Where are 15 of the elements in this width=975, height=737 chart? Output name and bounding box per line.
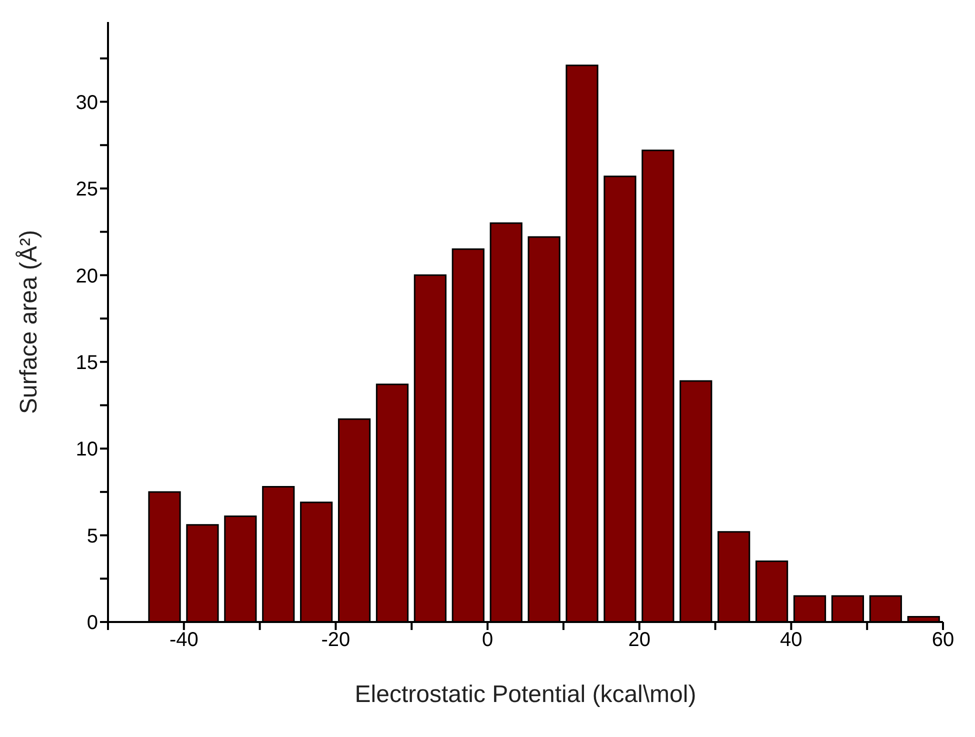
y-tick-label: 30 [76,92,98,114]
x-tick-label: -40 [169,629,198,652]
y-tick-label: 25 [76,178,98,201]
y-tick-label: 0 [86,612,98,634]
x-tick-label: 20 [628,629,650,652]
x-tick-label: 40 [780,629,802,652]
x-axis-title: Electrostatic Potential (kcal\mol) [354,681,696,708]
x-tick-label: 60 [932,629,954,652]
y-tick-label: 10 [76,438,98,461]
x-tick-label: -20 [321,629,350,652]
y-tick-label: 20 [76,265,98,288]
y-tick-label: 5 [86,525,98,548]
x-tick-label: 0 [482,629,494,652]
y-axis-title: Surface area (Å²) [16,230,43,414]
y-tick-label: 15 [76,352,98,374]
